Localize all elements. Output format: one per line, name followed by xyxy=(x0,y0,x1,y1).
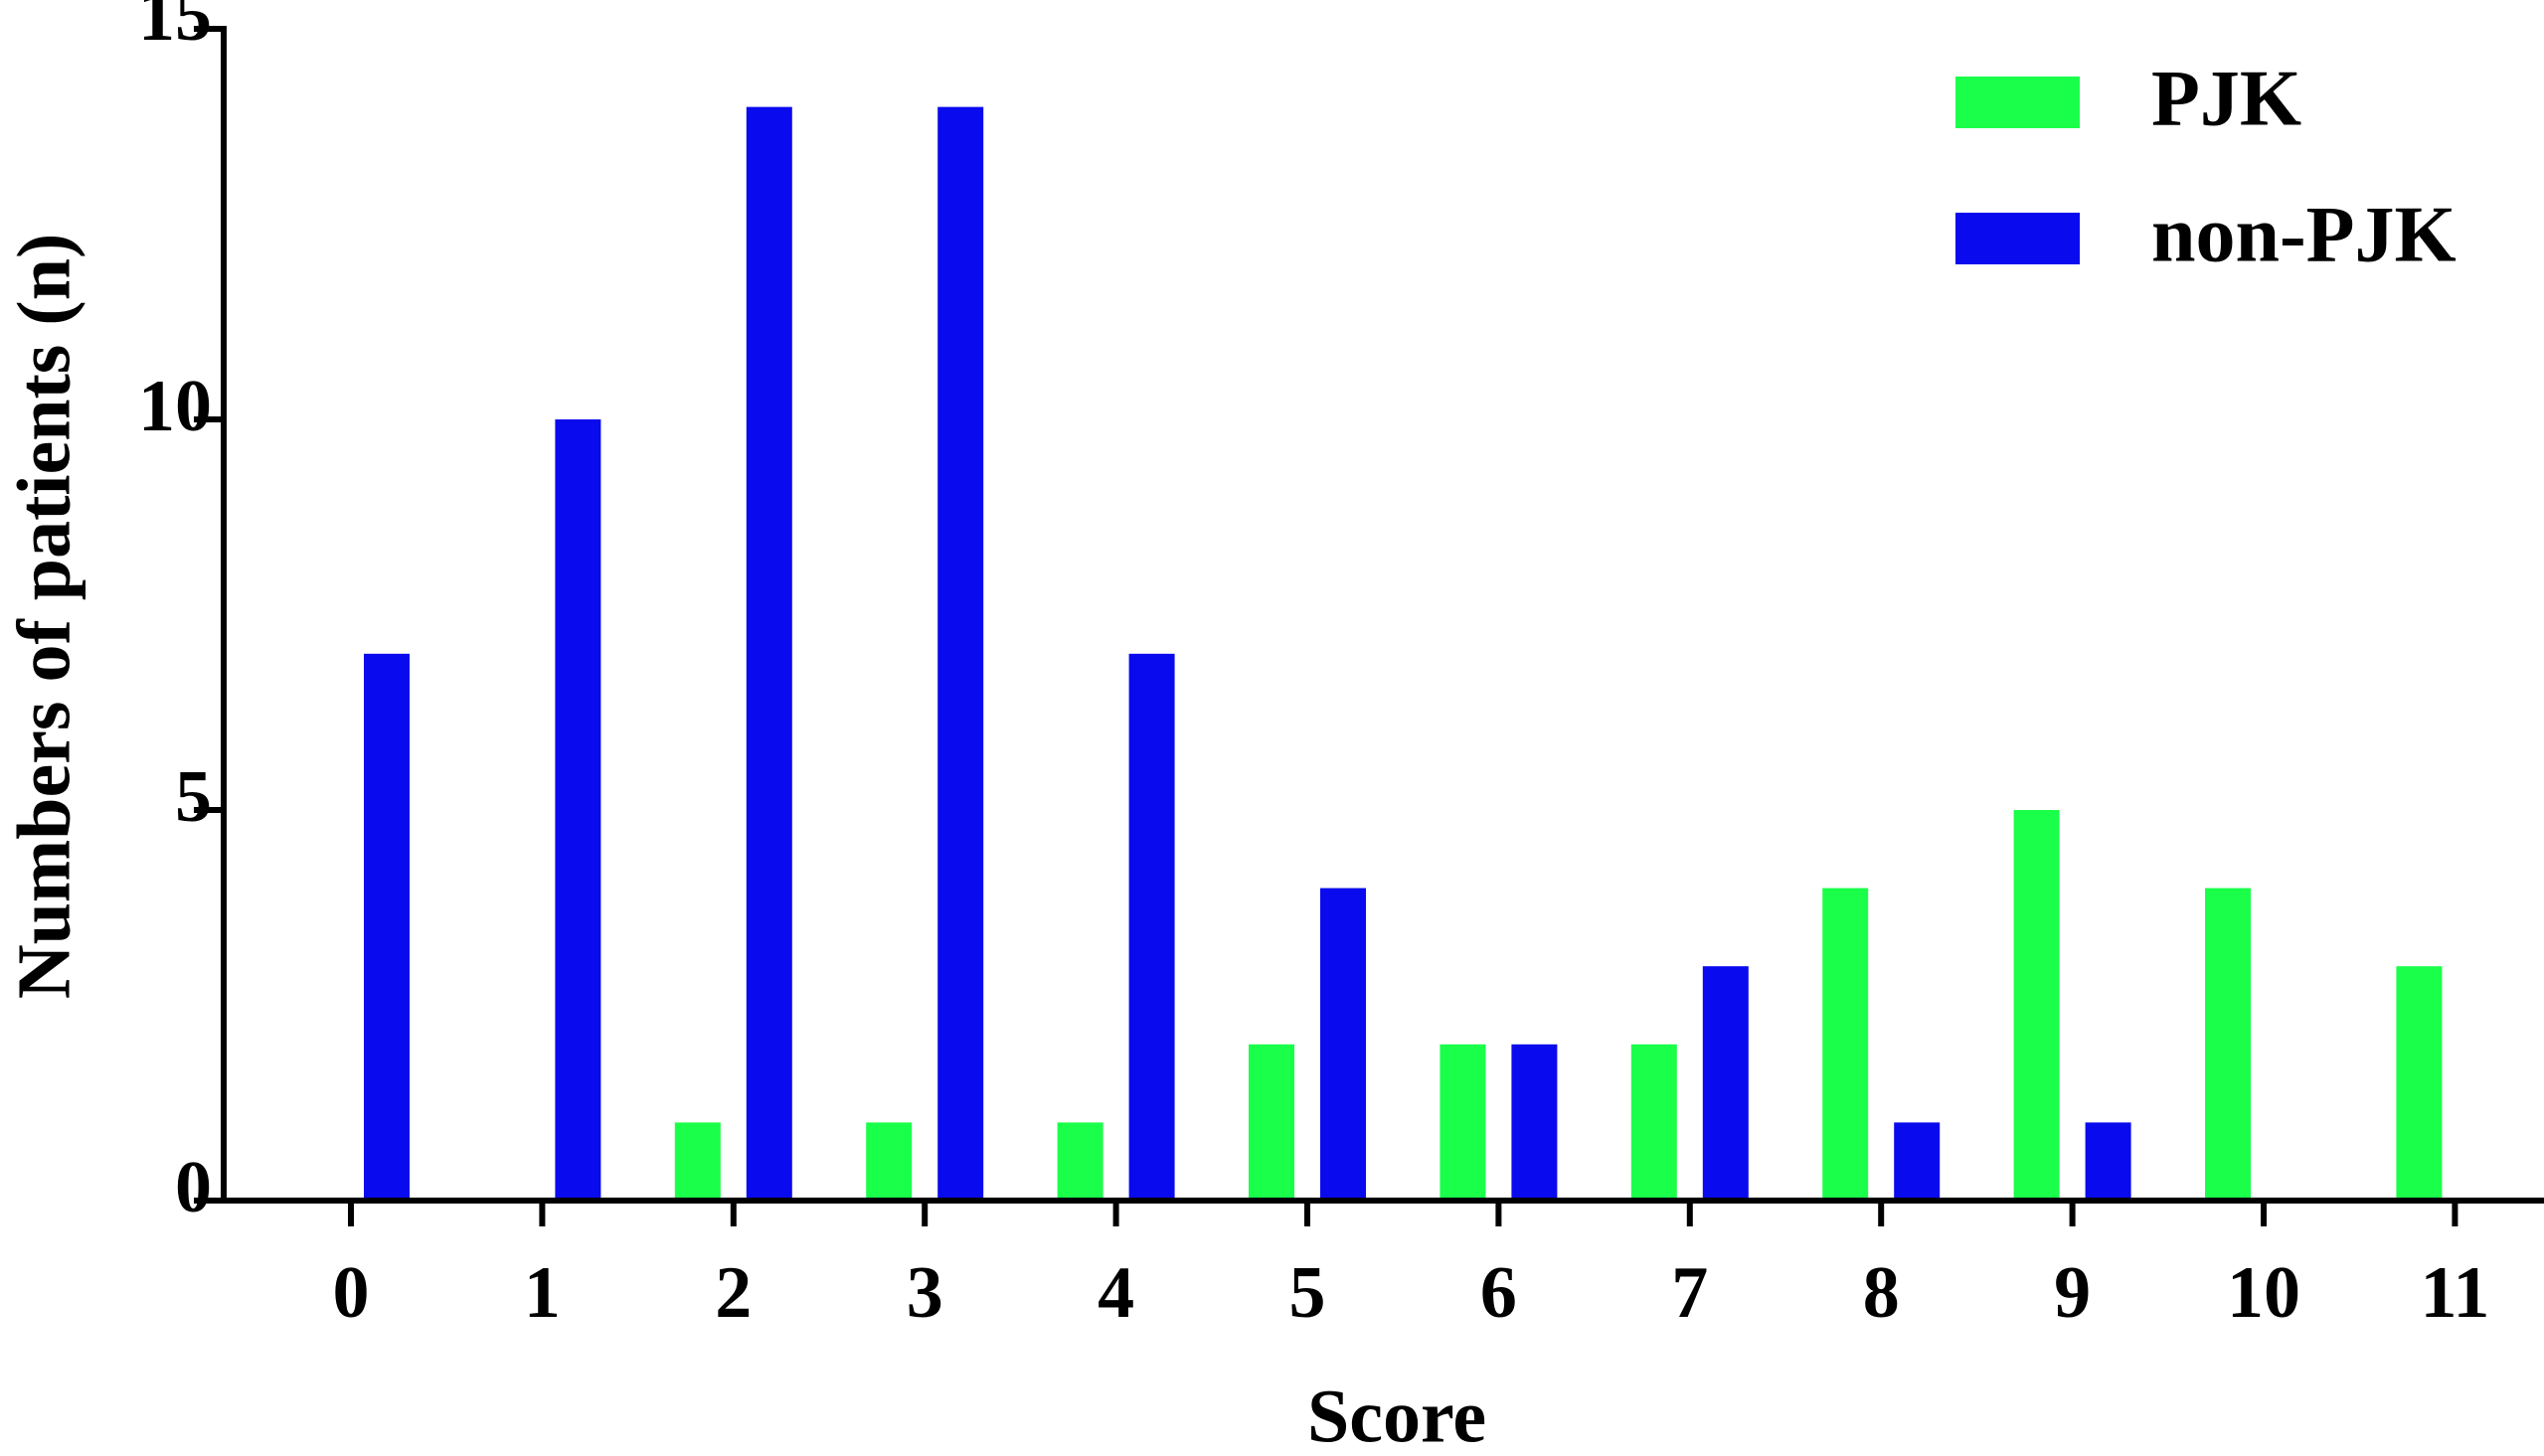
bar xyxy=(1511,1044,1558,1201)
bar xyxy=(2205,888,2251,1201)
bar xyxy=(1440,1044,1486,1201)
bar xyxy=(674,1122,721,1201)
x-tick-label: 8 xyxy=(1863,1252,1900,1334)
y-tick-label: 10 xyxy=(138,366,212,447)
y-tick-label: 0 xyxy=(175,1147,212,1228)
x-tick-label: 2 xyxy=(715,1252,752,1334)
legend-label: PJK xyxy=(2151,55,2301,142)
bar xyxy=(1702,966,1749,1201)
bar xyxy=(746,106,792,1202)
x-tick-label: 5 xyxy=(1289,1252,1326,1334)
x-tick-label: 6 xyxy=(1480,1252,1517,1334)
bar xyxy=(2013,810,2060,1201)
x-tick-label: 10 xyxy=(2227,1252,2300,1334)
bar xyxy=(1249,1044,1294,1201)
bar xyxy=(1630,1044,1677,1201)
x-tick-label: 1 xyxy=(524,1252,561,1334)
bar xyxy=(364,653,410,1201)
x-tick-label: 7 xyxy=(1671,1252,1708,1334)
y-tick-label: 5 xyxy=(175,756,212,838)
x-tick-label: 9 xyxy=(2054,1252,2091,1334)
legend-swatch xyxy=(1955,213,2080,264)
legend-swatch xyxy=(1955,77,2080,128)
x-tick-label: 11 xyxy=(2420,1252,2489,1334)
bar xyxy=(2396,966,2443,1201)
bar xyxy=(1320,888,1366,1201)
bar xyxy=(1894,1122,1941,1201)
x-axis-title: Score xyxy=(1307,1375,1486,1456)
x-tick-label: 4 xyxy=(1098,1252,1134,1334)
y-tick-label: 15 xyxy=(138,0,212,57)
bar xyxy=(1822,888,1869,1201)
bar xyxy=(1128,653,1175,1201)
bar xyxy=(1057,1122,1103,1201)
legend-label: non-PJK xyxy=(2151,191,2457,278)
x-tick-label: 0 xyxy=(333,1252,370,1334)
bar xyxy=(937,106,984,1202)
y-axis-title: Numbers of patients (n) xyxy=(2,234,85,1000)
bar xyxy=(555,419,601,1201)
bar xyxy=(866,1122,913,1201)
bar xyxy=(2085,1122,2131,1201)
x-tick-label: 3 xyxy=(907,1252,943,1334)
